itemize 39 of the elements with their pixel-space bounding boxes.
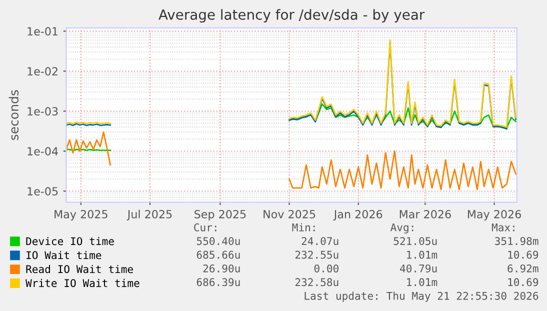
text: 10.69 (508, 278, 538, 286)
y-tick-label: 1e-02 (28, 67, 58, 76)
text: 6.92m (508, 264, 538, 272)
y-tick-label: 1e-03 (28, 107, 58, 116)
x-tick-label: Nov 2025 (264, 210, 316, 218)
text: 1.01m (407, 250, 438, 259)
x-tick-label: Jan 2026 (333, 210, 382, 220)
x-tick-label: May 2025 (54, 210, 108, 221)
y-axis-title: seconds (8, 90, 19, 140)
text: 351.98m (495, 237, 538, 246)
text: 685.66u (196, 250, 240, 259)
text: Min: (292, 223, 315, 232)
text: 1.01m (407, 278, 438, 286)
x-tick-label: May 2026 (468, 210, 521, 221)
y-tick-label: 1e-01 (28, 27, 58, 36)
legend-label: Read IO Wait time (26, 264, 133, 274)
text: 232.58u (295, 278, 338, 286)
chart-title: Average latency for /dev/sda - by year (158, 9, 425, 23)
text: 686.39u (196, 278, 240, 286)
text: Avg: (390, 223, 414, 234)
legend-label: Write IO Wait time (26, 278, 140, 288)
text: 550.40u (196, 237, 240, 246)
y-tick-label: 1e-05 (28, 187, 58, 196)
legend-label: Device IO time (26, 237, 114, 246)
x-tick-label: Sep 2025 (194, 210, 246, 221)
x-tick-label: Jul 2025 (126, 210, 172, 220)
text: 26.90u (203, 264, 240, 272)
text: 0.00 (314, 264, 338, 272)
text: 24.07u (302, 237, 338, 246)
text: Max: (492, 224, 514, 232)
text: 10.69 (508, 250, 538, 259)
x-tick-label: Mar 2026 (400, 210, 451, 218)
text: Cur: (194, 223, 216, 232)
legend-label: IO Wait time (26, 250, 102, 260)
y-tick-label: 1e-04 (28, 147, 58, 156)
text: 40.79u (400, 264, 437, 272)
text: 521.05u (394, 237, 437, 246)
text: 232.55u (295, 250, 338, 259)
text: Last update: Thu May 21 22:55:30 2026 (304, 292, 538, 302)
